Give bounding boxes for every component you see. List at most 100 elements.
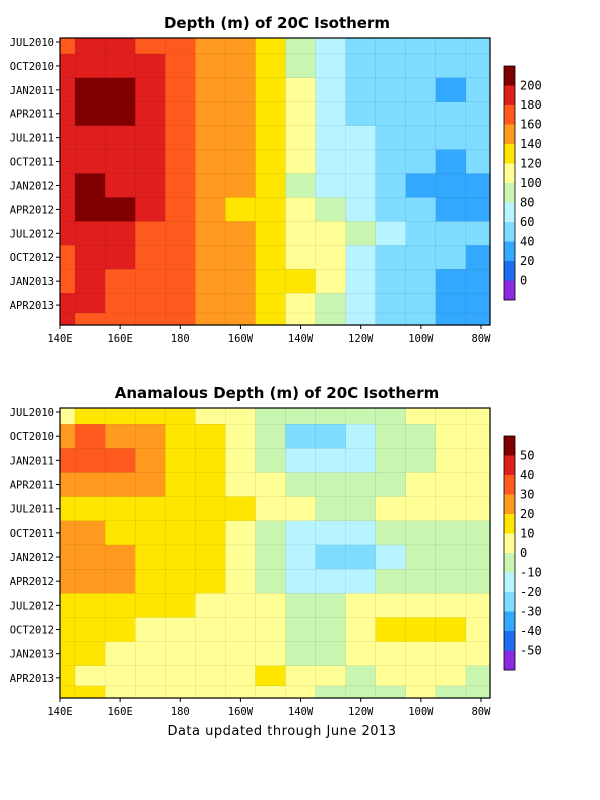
y-tick-label: APR2012 xyxy=(10,576,54,588)
colorbar-segment xyxy=(504,455,515,476)
heatmap-cell xyxy=(59,53,76,79)
heatmap-cell xyxy=(375,77,407,103)
heatmap-cell xyxy=(104,617,136,643)
y-tick-label: APR2013 xyxy=(10,300,54,312)
heatmap-cell xyxy=(315,292,347,314)
heatmap-cell xyxy=(59,568,76,594)
heatmap-cell xyxy=(59,125,76,151)
heatmap-cell xyxy=(165,423,196,449)
heatmap-cell xyxy=(104,53,136,79)
heatmap-cell xyxy=(225,149,257,175)
heatmap-cell xyxy=(135,617,166,643)
depth-plot-frame xyxy=(59,37,491,326)
depth-chart-title: Depth (m) of 20C Isotherm xyxy=(164,14,390,32)
heatmap-cell xyxy=(465,423,491,449)
heatmap-cell xyxy=(255,173,287,199)
heatmap-cell xyxy=(375,197,407,222)
heatmap-cell xyxy=(165,520,196,546)
heatmap-cell xyxy=(345,544,377,570)
heatmap-cell xyxy=(405,685,437,699)
heatmap-cell xyxy=(74,245,106,270)
heatmap-cell xyxy=(104,568,136,594)
heatmap-cell xyxy=(255,312,287,326)
heatmap-cell xyxy=(315,685,347,699)
heatmap-cell xyxy=(225,520,257,546)
heatmap-cell xyxy=(465,37,491,55)
x-tick-label: 140E xyxy=(47,333,72,345)
heatmap-cell xyxy=(195,544,227,570)
heatmap-cell xyxy=(405,641,437,667)
colorbar-label: 0 xyxy=(520,546,527,560)
colorbar-label: 20 xyxy=(520,507,534,521)
heatmap-cell xyxy=(135,173,166,199)
heatmap-cell xyxy=(435,544,467,570)
heatmap-cell xyxy=(195,472,227,498)
heatmap-cell xyxy=(435,593,467,619)
heatmap-cell xyxy=(315,77,347,103)
heatmap-cell xyxy=(435,520,467,546)
heatmap-cell xyxy=(225,53,257,79)
heatmap-cell xyxy=(375,149,407,175)
heatmap-cell xyxy=(74,37,106,55)
heatmap-cell xyxy=(74,149,106,175)
x-tick-label: 180 xyxy=(171,706,190,718)
heatmap-cell xyxy=(345,665,377,687)
heatmap-cell xyxy=(59,407,76,425)
heatmap-cell xyxy=(285,665,317,687)
heatmap-cell xyxy=(405,617,437,643)
heatmap-cell xyxy=(465,472,491,498)
heatmap-cell xyxy=(104,593,136,619)
colorbar-label: 60 xyxy=(520,215,534,229)
colorbar-segment xyxy=(504,514,515,534)
heatmap-cell xyxy=(405,593,437,619)
heatmap-cell xyxy=(255,245,287,270)
heatmap-cell xyxy=(59,37,76,55)
heatmap-cell xyxy=(405,77,437,103)
x-tick-label: 160W xyxy=(228,333,254,345)
heatmap-cell xyxy=(435,269,467,294)
heatmap-cell xyxy=(405,245,437,270)
heatmap-cell xyxy=(195,221,227,246)
heatmap-cell xyxy=(165,544,196,570)
heatmap-cell xyxy=(104,269,136,294)
heatmap-cell xyxy=(285,125,317,151)
heatmap-cell xyxy=(315,221,347,246)
heatmap-cell xyxy=(465,665,491,687)
heatmap-cell xyxy=(285,101,317,127)
heatmap-cell xyxy=(435,173,467,199)
heatmap-cell xyxy=(225,617,257,643)
heatmap-cell xyxy=(104,544,136,570)
heatmap-cell xyxy=(59,593,76,619)
heatmap-cell xyxy=(135,407,166,425)
heatmap-cell xyxy=(465,269,491,294)
heatmap-cell xyxy=(315,665,347,687)
heatmap-cell xyxy=(165,101,196,127)
heatmap-cell xyxy=(195,423,227,449)
heatmap-cell xyxy=(104,37,136,55)
heatmap-cell xyxy=(465,407,491,425)
heatmap-cell xyxy=(465,197,491,222)
heatmap-cell xyxy=(285,407,317,425)
heatmap-cell xyxy=(195,125,227,151)
heatmap-cell xyxy=(285,173,317,199)
heatmap-cell xyxy=(195,593,227,619)
heatmap-cell xyxy=(405,496,437,522)
heatmap-cell xyxy=(255,641,287,667)
heatmap-cell xyxy=(375,448,407,474)
heatmap-cell xyxy=(315,269,347,294)
heatmap-cell xyxy=(405,173,437,199)
heatmap-cell xyxy=(195,149,227,175)
heatmap-cell xyxy=(135,197,166,222)
y-tick-label: JUL2012 xyxy=(10,228,54,240)
heatmap-cell xyxy=(165,568,196,594)
heatmap-cell xyxy=(405,292,437,314)
heatmap-cell xyxy=(225,593,257,619)
heatmap-cell xyxy=(285,641,317,667)
y-tick-label: APR2013 xyxy=(10,673,54,685)
colorbar-segment xyxy=(504,85,515,106)
heatmap-cell xyxy=(315,53,347,79)
heatmap-cell xyxy=(104,448,136,474)
heatmap-cell xyxy=(345,197,377,222)
heatmap-cell xyxy=(165,245,196,270)
heatmap-cell xyxy=(225,641,257,667)
